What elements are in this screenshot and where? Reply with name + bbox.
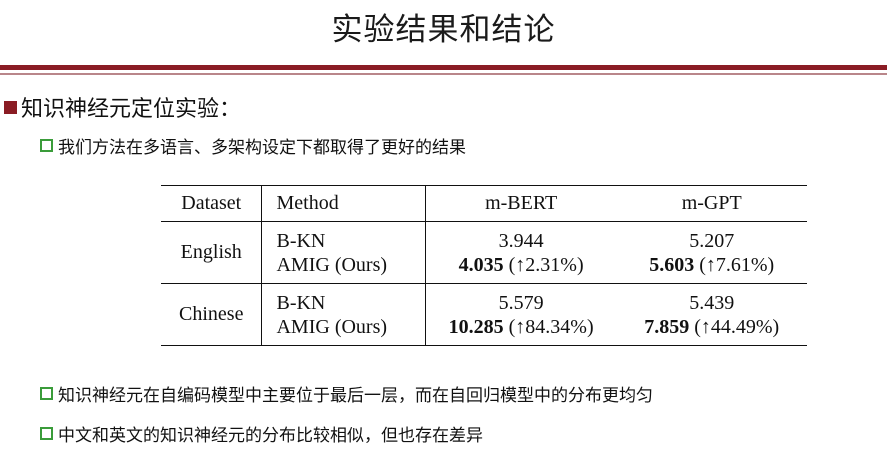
method-baseline: B-KN [276,291,326,314]
bullet-item: 我们方法在多语言、多架构设定下都取得了更好的结果 [40,134,466,158]
outline-square-icon [40,138,53,152]
bullet-text: 中文和英文的知识神经元的分布比较相似，但也存在差异 [58,425,483,446]
value-baseline: 5.439 [689,291,735,314]
method-cell: B-KN AMIG (Ours) [261,283,426,346]
dataset-cell: English [161,221,263,284]
value-baseline: 3.944 [498,229,544,252]
outline-square-icon [40,386,53,400]
method-ours: AMIG (Ours) [276,315,388,338]
value-baseline: 5.207 [689,229,735,252]
title-divider-thin [0,73,887,75]
header-dataset: Dataset [161,185,263,222]
value-ours: 10.285 (↑84.34%) [426,315,617,339]
title-divider-thick [0,65,887,70]
value-ours: 5.603 (↑7.61%) [616,253,807,277]
bullet-item: 中文和英文的知识神经元的分布比较相似，但也存在差异 [40,422,483,446]
header-mgpt: m-GPT [681,192,742,214]
method-baseline: B-KN [276,229,326,252]
value-delta: (↑44.49%) [694,315,780,338]
value-ours: 4.035 (↑2.31%) [426,253,617,277]
slide-title: 实验结果和结论 [331,12,556,48]
header-method: Method [261,185,426,222]
value-ours: 7.859 (↑44.49%) [616,315,807,339]
bullet-text: 知识神经元在自编码模型中主要位于最后一层，而在自回归模型中的分布更均匀 [58,385,653,406]
dataset-cell: Chinese [161,283,263,346]
value-delta: (↑2.31%) [508,253,584,276]
table-row-english: English B-KN AMIG (Ours) 3.944 4.035 (↑2… [161,221,807,284]
bullet-text: 我们方法在多语言、多架构设定下都取得了更好的结果 [58,137,466,158]
header-mbert: m-BERT [485,192,558,214]
section-heading: 知识神经元定位实验： [4,94,242,122]
table-row-chinese: Chinese B-KN AMIG (Ours) 5.579 10.285 (↑… [161,283,807,346]
section-heading-text: 知识神经元定位实验： [21,97,242,122]
filled-square-icon [4,100,17,114]
results-table: Dataset Method m-BERT m-GPT English B-KN… [161,185,807,346]
value-delta: (↑7.61%) [699,253,775,276]
mbert-cell: 3.944 4.035 (↑2.31%) [425,222,616,284]
bullet-item: 知识神经元在自编码模型中主要位于最后一层，而在自回归模型中的分布更均匀 [40,382,653,406]
value-ours-bold: 5.603 [649,253,695,276]
mbert-cell: 5.579 10.285 (↑84.34%) [425,284,616,346]
method-ours: AMIG (Ours) [276,253,388,276]
mgpt-cell: 5.439 7.859 (↑44.49%) [616,284,807,346]
outline-square-icon [40,426,53,440]
table-header-row: Dataset Method m-BERT m-GPT [161,185,807,222]
value-ours-bold: 4.035 [458,253,504,276]
mgpt-cell: 5.207 5.603 (↑7.61%) [616,222,807,284]
value-ours-bold: 10.285 [448,315,504,338]
value-ours-bold: 7.859 [644,315,690,338]
value-delta: (↑84.34%) [508,315,594,338]
method-cell: B-KN AMIG (Ours) [261,221,426,284]
value-baseline: 5.579 [498,291,544,314]
